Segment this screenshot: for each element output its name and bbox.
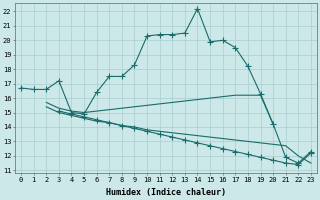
X-axis label: Humidex (Indice chaleur): Humidex (Indice chaleur) (106, 188, 226, 197)
